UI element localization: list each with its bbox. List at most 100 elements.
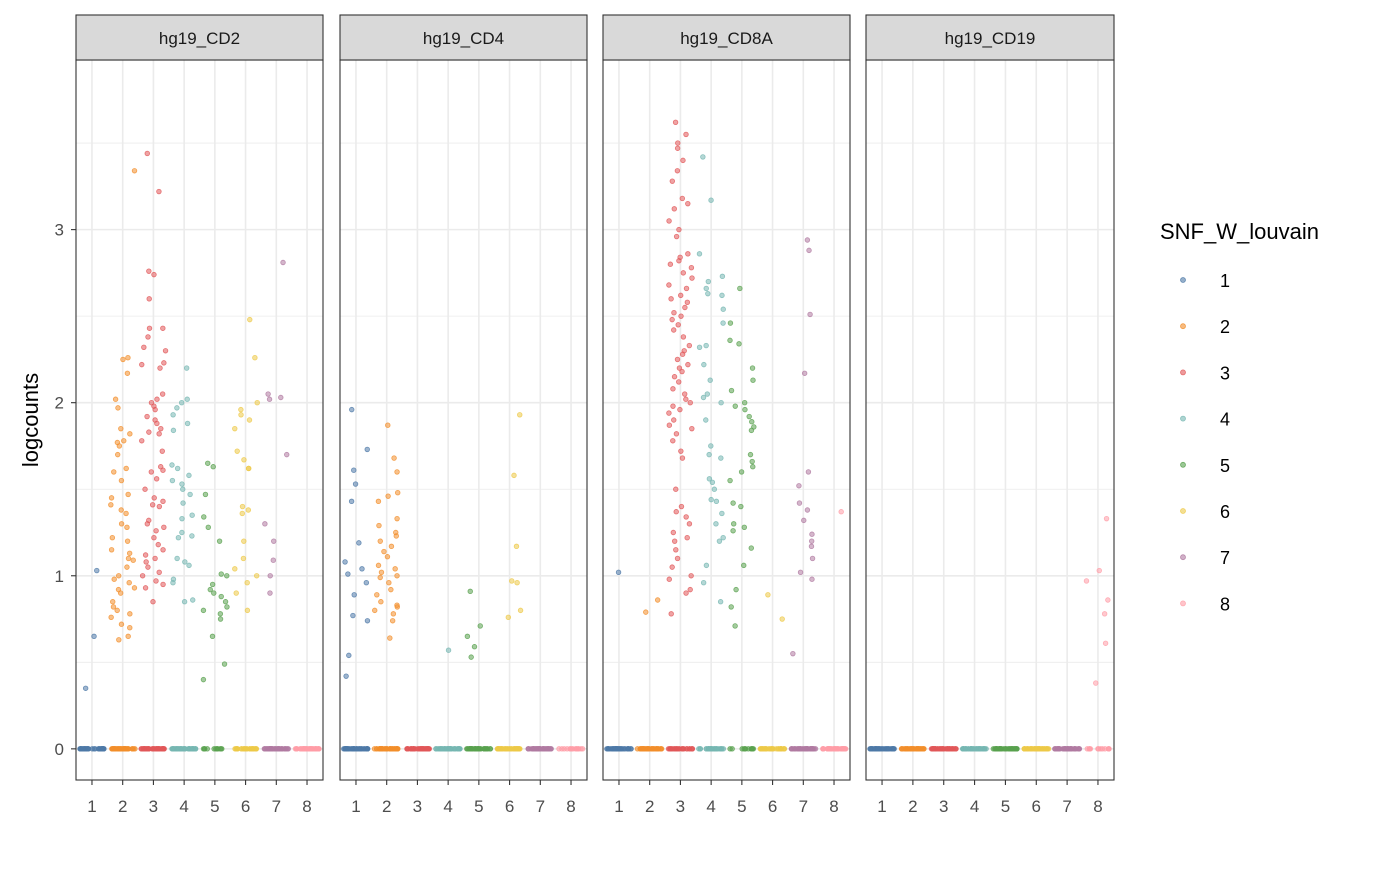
data-point	[111, 469, 117, 475]
data-point	[82, 685, 89, 691]
data-point	[801, 517, 807, 524]
data-point	[160, 581, 166, 588]
data-point	[162, 348, 169, 354]
data-point	[265, 391, 271, 397]
data-point	[280, 259, 286, 266]
data-point	[129, 746, 135, 752]
data-point	[809, 555, 816, 562]
data-point	[671, 746, 677, 752]
data-point	[393, 533, 399, 539]
data-point	[222, 599, 229, 605]
data-point	[732, 623, 738, 629]
data-point	[151, 534, 157, 541]
data-point	[98, 746, 105, 752]
data-point	[345, 746, 351, 752]
data-point	[564, 746, 570, 752]
data-point	[915, 746, 921, 752]
data-point	[765, 592, 771, 598]
data-point	[605, 746, 611, 752]
data-point	[1102, 640, 1109, 646]
data-point	[200, 607, 207, 614]
data-point	[945, 746, 951, 752]
data-point	[114, 607, 120, 614]
data-point	[718, 455, 724, 461]
data-point	[364, 446, 370, 453]
data-point	[123, 510, 129, 517]
data-point	[717, 599, 724, 605]
data-point	[159, 448, 165, 454]
data-point	[1093, 680, 1099, 686]
data-point	[670, 386, 676, 392]
data-point	[720, 320, 726, 326]
data-point	[671, 206, 677, 212]
data-point	[151, 271, 157, 278]
data-point	[509, 578, 515, 584]
data-point	[683, 590, 689, 596]
data-point	[804, 507, 811, 513]
data-point	[673, 509, 679, 515]
data-point	[180, 500, 186, 506]
data-point	[160, 325, 166, 331]
x-tick-label: 3	[676, 797, 685, 816]
data-point	[252, 746, 258, 752]
data-point	[131, 168, 138, 174]
data-point	[517, 607, 524, 614]
panel-background	[603, 60, 850, 780]
data-point	[217, 611, 224, 617]
data-point	[705, 290, 711, 297]
data-point	[183, 365, 190, 371]
data-point	[174, 405, 180, 411]
y-tick-label: 3	[55, 221, 64, 240]
data-point	[145, 334, 151, 340]
data-point	[737, 285, 743, 292]
data-point	[125, 555, 132, 562]
data-point	[666, 576, 672, 582]
data-point	[125, 354, 131, 361]
legend: SNF_W_louvain 1 2 3 4 5 6 7 8	[1160, 219, 1319, 614]
facet-strip	[865, 14, 1115, 61]
data-point	[245, 465, 252, 472]
data-point	[796, 500, 803, 506]
legend-key-1	[1180, 277, 1186, 283]
data-point	[689, 275, 695, 281]
data-point	[377, 574, 383, 581]
data-point	[189, 533, 195, 539]
data-point	[548, 746, 554, 752]
y-axis: 0 1 2 3	[55, 221, 76, 759]
data-point	[668, 296, 674, 302]
data-point	[685, 200, 691, 207]
data-point	[384, 554, 391, 560]
data-point	[127, 611, 133, 617]
data-point	[356, 540, 362, 546]
data-point	[261, 746, 268, 752]
data-point	[700, 579, 707, 586]
data-point	[94, 567, 100, 574]
data-point	[696, 251, 703, 257]
data-point	[826, 746, 832, 752]
data-point	[141, 344, 147, 351]
data-point	[111, 576, 117, 582]
data-point	[748, 545, 754, 551]
data-point	[91, 633, 97, 640]
data-point	[809, 576, 815, 582]
data-point	[741, 399, 748, 406]
data-point	[315, 746, 322, 752]
data-point	[682, 304, 688, 311]
x-tick-label: 2	[645, 797, 654, 816]
data-point	[729, 746, 735, 752]
data-point	[674, 145, 681, 151]
data-point	[674, 168, 681, 174]
data-point	[233, 590, 239, 596]
data-point	[363, 579, 370, 586]
data-point	[470, 746, 477, 752]
data-point	[270, 557, 276, 563]
legend-label-8: 8	[1220, 594, 1230, 614]
data-point	[678, 503, 685, 510]
y-tick-label: 2	[55, 394, 64, 413]
data-point	[668, 611, 674, 617]
data-point	[703, 417, 709, 423]
x-tick-label: 6	[1032, 797, 1041, 816]
data-point	[274, 746, 281, 752]
data-point	[439, 746, 445, 752]
data-point	[118, 521, 125, 527]
